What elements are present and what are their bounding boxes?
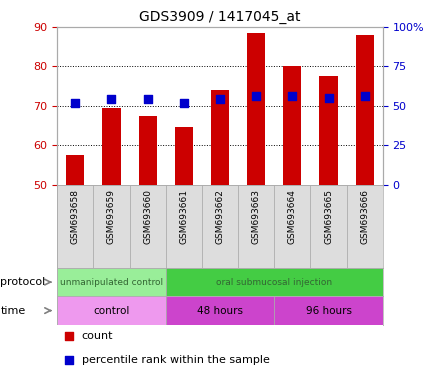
Point xyxy=(144,96,151,103)
Bar xyxy=(129,185,166,268)
Point xyxy=(325,95,332,101)
Bar xyxy=(347,185,383,268)
Bar xyxy=(166,296,274,325)
Text: GSM693660: GSM693660 xyxy=(143,189,152,244)
Bar xyxy=(238,185,274,268)
Point xyxy=(289,93,296,99)
Bar xyxy=(356,35,374,185)
Text: time: time xyxy=(0,306,26,316)
Text: GSM693663: GSM693663 xyxy=(252,189,260,244)
Text: GSM693666: GSM693666 xyxy=(360,189,369,244)
Bar xyxy=(139,116,157,185)
Text: GSM693662: GSM693662 xyxy=(216,189,224,244)
Point xyxy=(180,99,187,106)
Bar xyxy=(283,66,301,185)
Point xyxy=(65,357,72,363)
Bar xyxy=(202,185,238,268)
Bar xyxy=(166,185,202,268)
Point xyxy=(253,93,260,99)
Point xyxy=(65,333,72,339)
Text: 48 hours: 48 hours xyxy=(197,306,243,316)
Bar xyxy=(247,33,265,185)
Title: GDS3909 / 1417045_at: GDS3909 / 1417045_at xyxy=(139,10,301,25)
Text: protocol: protocol xyxy=(0,277,46,287)
Text: GSM693665: GSM693665 xyxy=(324,189,333,244)
Point xyxy=(72,99,79,106)
Bar xyxy=(274,185,311,268)
Text: control: control xyxy=(93,306,130,316)
Text: GSM693659: GSM693659 xyxy=(107,189,116,244)
Bar xyxy=(274,296,383,325)
Text: 96 hours: 96 hours xyxy=(305,306,352,316)
Text: unmanipulated control: unmanipulated control xyxy=(60,278,163,286)
Bar xyxy=(211,90,229,185)
Text: oral submucosal injection: oral submucosal injection xyxy=(216,278,332,286)
Text: GSM693661: GSM693661 xyxy=(180,189,188,244)
Bar xyxy=(319,76,337,185)
Bar xyxy=(311,185,347,268)
Bar xyxy=(66,155,84,185)
Point xyxy=(108,96,115,103)
Bar xyxy=(175,127,193,185)
Bar xyxy=(93,185,129,268)
Point xyxy=(216,96,224,103)
Text: GSM693658: GSM693658 xyxy=(71,189,80,244)
Point xyxy=(361,93,368,99)
Bar xyxy=(57,185,93,268)
Bar xyxy=(57,268,166,296)
Bar xyxy=(166,268,383,296)
Text: count: count xyxy=(82,331,113,341)
Bar xyxy=(103,108,121,185)
Text: percentile rank within the sample: percentile rank within the sample xyxy=(82,355,269,365)
Text: GSM693664: GSM693664 xyxy=(288,189,297,244)
Bar xyxy=(57,296,166,325)
